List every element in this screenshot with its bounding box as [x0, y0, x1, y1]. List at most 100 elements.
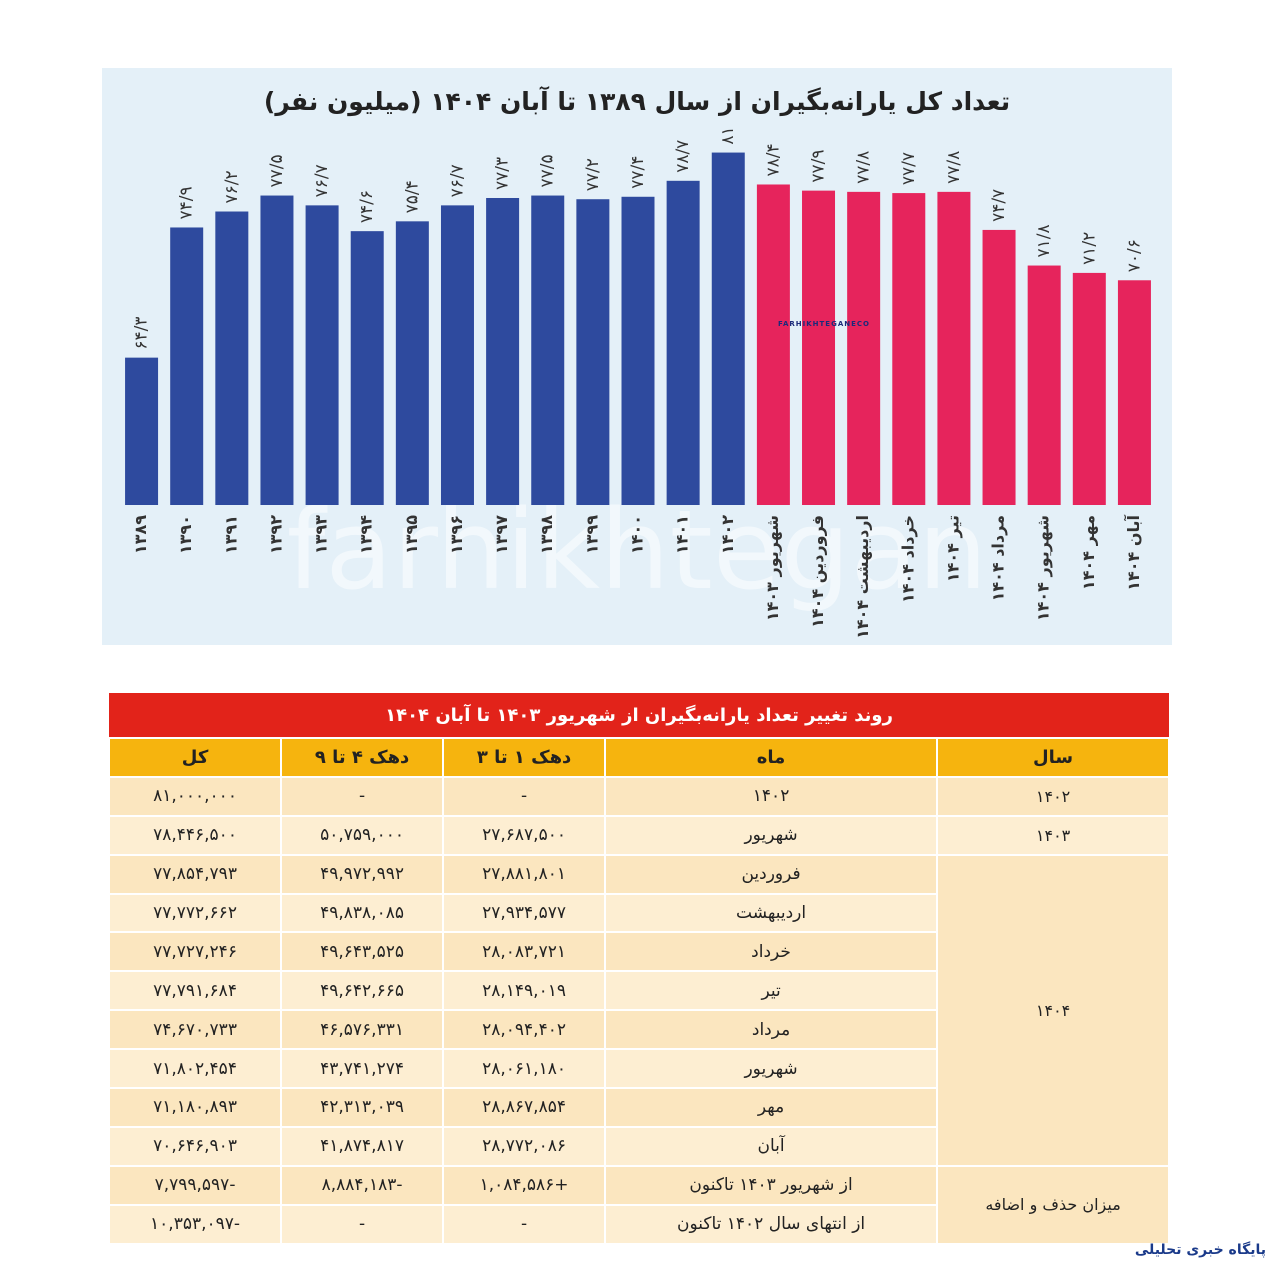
bar	[260, 195, 294, 505]
x-tick-label: ۱۳۹۰	[176, 515, 195, 554]
table-cell: از انتهای سال ۱۴۰۲ تاکنون	[604, 1203, 939, 1245]
table-row: ۱۴۰۲ ۱۴۰۲- -۸۱,۰۰۰,۰۰۰	[107, 775, 1171, 817]
value-label: ۷۷/۵	[267, 154, 287, 187]
table-cell: ۲۷,۸۸۱,۸۰۱	[442, 853, 607, 895]
table-row: آبان ۲۸,۷۷۲,۰۸۶ ۴۱,۸۷۴,۸۱۷ ۷۰,۶۴۶,۹۰۳	[107, 1125, 1169, 1167]
table: روند تغییر تعداد یارانه‌بگیران از شهریور…	[107, 693, 1171, 1245]
table-cell: از شهریور ۱۴۰۳ تاکنون	[604, 1164, 939, 1206]
value-label: ۷۷/۵	[538, 154, 558, 187]
value-label: ۷۷/۳	[493, 157, 513, 190]
bar	[486, 197, 520, 505]
value-label: ۷۸/۴	[763, 143, 783, 176]
table-cell: فروردین	[604, 853, 939, 895]
x-tick-label: شهریور ۱۴۰۴	[1034, 515, 1053, 621]
table-cell: تیر	[604, 970, 939, 1012]
watermark: farhikhtegan	[287, 486, 988, 614]
table-cell: ۲۷,۹۳۴,۵۷۷	[442, 892, 607, 934]
bar	[802, 190, 836, 505]
value-label: ۷۶/۲	[222, 170, 242, 203]
bar	[1072, 272, 1106, 505]
value-label: ۷۶/۷	[312, 164, 332, 197]
table-cell: -۷,۷۹۹,۵۹۷	[107, 1164, 283, 1206]
table-cell: ۴۹,۶۴۳,۵۲۵	[280, 931, 445, 973]
x-tick-label: ۱۳۹۴	[357, 515, 376, 554]
table-cell: +۱,۰۸۴,۵۸۶	[442, 1164, 607, 1206]
bar	[576, 199, 610, 505]
table-cell: -۱۰,۳۵۳,۰۹۷	[107, 1203, 283, 1245]
table-row: مهر ۲۸,۸۶۷,۸۵۴ ۴۲,۳۱۳,۰۳۹ ۷۱,۱۸۰,۸۹۳	[107, 1087, 1169, 1128]
table-cell: ۲۸,۰۹۴,۴۰۲	[442, 1009, 607, 1051]
x-tick-label: آبان ۱۴۰۴	[1123, 514, 1143, 590]
bar	[621, 196, 655, 505]
table-cell: ۷۴,۶۷۰,۷۳۳	[107, 1009, 283, 1051]
table-row: مرداد ۲۸,۰۹۴,۴۰۲ ۴۶,۵۷۶,۳۳۱ ۷۴,۶۷۰,۷۳۳	[107, 1009, 1169, 1051]
table-cell: ۴۳,۷۴۱,۲۷۴	[280, 1048, 445, 1090]
table-cell: ۲۸,۷۷۲,۰۸۶	[442, 1125, 607, 1167]
bar	[350, 231, 384, 506]
table-cell: ۷۷,۷۲۷,۲۴۶	[107, 931, 283, 973]
logo-text: FARHIKHTEGANECO	[778, 320, 870, 328]
value-label: ۶۴/۳	[132, 317, 152, 350]
table-cell: ۷۱,۱۸۰,۸۹۳	[107, 1087, 283, 1128]
table-cell: ۴۹,۶۴۲,۶۶۵	[280, 970, 445, 1012]
x-tick-label: خرداد ۱۴۰۴	[898, 515, 917, 603]
table-row: از انتهای سال ۱۴۰۲ تاکنون - - -۱۰,۳۵۳,۰۹۷	[107, 1203, 1169, 1245]
bar	[395, 221, 429, 506]
table-row: شهریور ۲۸,۰۶۱,۱۸۰ ۴۳,۷۴۱,۲۷۴ ۷۱,۸۰۲,۴۵۴	[107, 1048, 1169, 1090]
bar	[125, 357, 159, 505]
bar	[892, 193, 926, 505]
bar	[170, 227, 204, 505]
table-row: میزان حذف و اضافه از شهریور ۱۴۰۳ تاکنون +۱…	[107, 1164, 1171, 1245]
header-cell: سال	[936, 737, 1171, 778]
table-title: روند تغییر تعداد یارانه‌بگیران از شهریور…	[109, 693, 1170, 738]
x-tick-label: ۱۳۹۹	[582, 515, 601, 554]
table-cell: ۲۸,۰۸۳,۷۲۱	[442, 931, 607, 973]
value-label: ۷۴/۷	[989, 189, 1009, 222]
table-cell: شهریور	[604, 814, 939, 856]
table-cell: ۴۹,۹۷۲,۹۹۲	[280, 853, 445, 895]
table-cell: ۷۷,۷۹۱,۶۸۴	[107, 970, 283, 1012]
value-label: ۷۱/۸	[1034, 224, 1054, 257]
x-tick-label: مهر ۱۴۰۴	[1079, 515, 1098, 590]
table-cell: ۲۸,۱۴۹,۰۱۹	[442, 970, 607, 1012]
value-label: ۷۸/۷	[673, 140, 693, 173]
value-label: ۷۵/۴	[402, 180, 422, 213]
x-tick-label: ۱۳۹۲	[266, 515, 285, 554]
header-cell: ماه	[604, 737, 939, 778]
table-row: ۱۴۰۳ شهریور ۲۷,۶۸۷,۵۰۰ ۵۰,۷۵۹,۰۰۰ ۷۸,۴۴۶,۵۰۰	[107, 814, 1171, 856]
value-label: ۷۰/۶	[1124, 239, 1144, 272]
table-cell: ۴۶,۵۷۶,۳۳۱	[280, 1009, 445, 1051]
table-row: خرداد ۲۸,۰۸۳,۷۲۱ ۴۹,۶۴۳,۵۲۵ ۷۷,۷۲۷,۲۴۶	[107, 931, 1169, 973]
table-row: تیر ۲۸,۱۴۹,۰۱۹ ۴۹,۶۴۲,۶۶۵ ۷۷,۷۹۱,۶۸۴	[107, 970, 1169, 1012]
x-tick-label: مرداد ۱۴۰۴	[989, 515, 1008, 601]
value-label: ۷۷/۸	[854, 151, 874, 184]
x-tick-label: ۱۳۹۷	[492, 515, 511, 554]
table-cell: -	[280, 775, 445, 817]
x-tick-label: ۱۳۹۱	[221, 515, 240, 554]
table-cell: ۷۰,۶۴۶,۹۰۳	[107, 1125, 283, 1167]
table-cell: مهر	[604, 1087, 939, 1128]
value-label: ۷۴/۹	[177, 186, 197, 219]
header-cell: دهک ۱ تا ۳	[442, 737, 607, 778]
x-tick-label: ۱۳۹۵	[402, 515, 421, 554]
x-tick-label: ۱۳۹۸	[537, 515, 556, 554]
table-cell: اردیبهشت	[604, 892, 939, 934]
value-label: ۷۴/۶	[357, 190, 377, 223]
bar	[1027, 265, 1061, 505]
year-cell: ۱۴۰۲	[936, 775, 1171, 817]
x-tick-label: اردیبهشت ۱۴۰۴	[853, 515, 872, 639]
title-row: روند تغییر تعداد یارانه‌بگیران از شهریور…	[109, 693, 1170, 738]
table-row: ۱۴۰۴ فروردین ۲۷,۸۸۱,۸۰۱ ۴۹,۹۷۲,۹۹۲ ۷۷,۸۵۴,۷۹…	[107, 853, 1171, 1167]
bar	[666, 180, 700, 505]
bar	[756, 184, 790, 506]
table-cell: ۴۹,۸۳۸,۰۸۵	[280, 892, 445, 934]
bar	[982, 229, 1016, 505]
table-cell: ۲۷,۶۸۷,۵۰۰	[442, 814, 607, 856]
table-cell: ۴۱,۸۷۴,۸۱۷	[280, 1125, 445, 1167]
table-cell: -	[442, 775, 607, 817]
x-tick-label: ۱۳۸۹	[131, 515, 150, 554]
x-tick-label: ۱۳۹۳	[312, 515, 331, 554]
value-label: ۸۱	[718, 126, 738, 144]
